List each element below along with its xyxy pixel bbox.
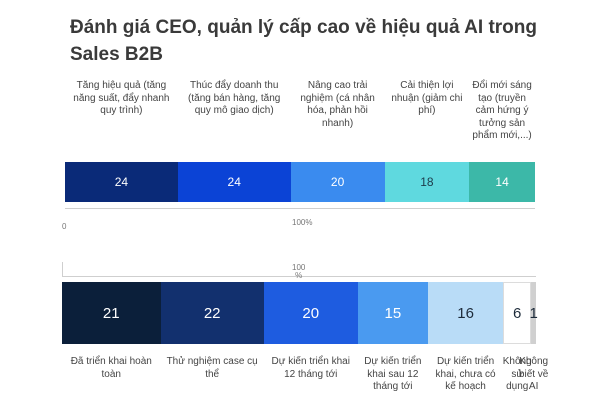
bar2-segment-3: 20 [263, 282, 358, 344]
bar1-value-label: 20 [330, 175, 345, 189]
bar1-segment-2: 24 [177, 162, 291, 202]
bar1-category-label: Đổi mới sáng tạo (truyền cảm hứng ý tưởn… [472, 80, 532, 141]
bar1-segment-3: 20 [290, 162, 385, 202]
bar2-value-label: 22 [203, 304, 221, 322]
bar2-axis-tick [62, 262, 63, 276]
bar2-category-label: Đã triển khai hoàn toàn [70, 356, 152, 380]
bar1-total-label: 100% [292, 218, 313, 227]
bar1-category-label: Cải thiện lợi nhuận (giảm chi phí) [391, 80, 463, 116]
bar1-value-label: 18 [420, 175, 434, 189]
bar1-segment-4: 18 [384, 162, 470, 202]
bar2-category-label: Dự kiến triển khai, chưa có kế hoạch [435, 356, 496, 392]
bar1-segment-5: 14 [469, 162, 535, 202]
bar2-value-label: 6 [513, 304, 522, 322]
bar2-value-label: 15 [384, 304, 402, 322]
bar2-category-label: Không sử dụng [502, 356, 532, 392]
bar2-category-label: Dự kiến triển khai sau 12 tháng tới [364, 356, 422, 392]
bar2-axis-line [62, 276, 536, 277]
bar1-value-label: 24 [114, 175, 129, 189]
bar1-segment-1: 24 [65, 162, 178, 202]
bar2-segment-4: 15 [357, 282, 429, 344]
bar1-value-label: 14 [495, 175, 509, 189]
bar2-segment-6: 6 [503, 282, 532, 344]
bar1-category-label: Nâng cao trải nghiệm (cá nhân hóa, phản … [300, 80, 375, 129]
bar2-segment-2: 22 [160, 282, 264, 344]
bar1-zero-label: 0 [62, 222, 67, 231]
bar2-value-label: 21 [102, 304, 120, 322]
bar1-category-label: Tăng hiệu quả (tăng năng suất, đẩy nhanh… [73, 80, 170, 116]
bar1-category-label: Thúc đẩy doanh thu (tăng bán hàng, tăng … [188, 80, 281, 116]
bar2-segment-7: 1 [529, 282, 538, 344]
bar2-value-label: 16 [457, 304, 474, 322]
bar2-value-label: 1 [529, 304, 538, 322]
chart-title: Đánh giá CEO, quản lý cấp cao về hiệu qu… [70, 17, 537, 65]
bar2-value-label: 20 [302, 304, 320, 322]
bar2-category-label: Dự kiến triển khai 12 tháng tới [271, 356, 350, 380]
bar2-segment-5: 16 [428, 282, 504, 344]
bar1-axis-line [65, 208, 535, 209]
bar2-category-label: Không biết về AI [518, 356, 549, 392]
bar2-total-label: 100 % [292, 263, 306, 280]
bar1-value-label: 24 [227, 175, 241, 189]
bar2-category-label: Thử nghiệm case cụ thể [166, 356, 258, 380]
bar2-segment-1: 21 [62, 282, 161, 344]
